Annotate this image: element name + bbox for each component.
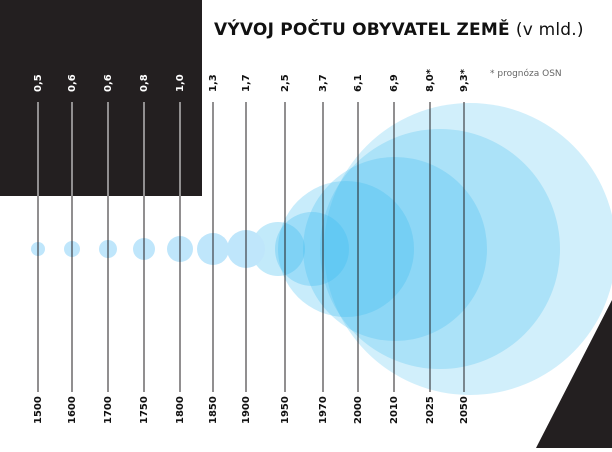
value-label-2000: 6,1 (353, 74, 364, 92)
bubble-2000 (278, 181, 414, 317)
value-label-1800: 1,0 (175, 74, 186, 92)
dark-block-top-left (0, 0, 202, 196)
value-label-1600: 0,6 (67, 74, 78, 92)
value-label-1750: 0,8 (139, 74, 150, 92)
year-label-1600: 1600 (67, 396, 78, 424)
value-label-2010: 6,9 (389, 74, 400, 92)
year-label-1700: 1700 (103, 396, 114, 424)
year-label-1970: 1970 (318, 396, 329, 424)
dark-triangle-bottom-right (536, 300, 612, 448)
year-label-1950: 1950 (280, 396, 291, 424)
value-label-1900: 1,7 (241, 74, 252, 92)
bubble-2050 (324, 103, 612, 395)
title-unit: (v mld.) (515, 20, 584, 40)
value-label-1850: 1,3 (208, 74, 219, 92)
chart-title: VÝVOJ POČTU OBYVATEL ZEMĚ (v mld.) (214, 20, 584, 40)
year-label-2000: 2000 (353, 396, 364, 424)
year-label-1800: 1800 (175, 396, 186, 424)
year-label-1900: 1900 (241, 396, 252, 424)
bubble-1950 (251, 222, 305, 276)
year-label-1750: 1750 (139, 396, 150, 424)
year-label-2025: 2025 (425, 396, 436, 424)
value-label-1970: 3,7 (318, 74, 329, 92)
title-main: VÝVOJ POČTU OBYVATEL ZEMĚ (214, 20, 510, 40)
bubble-1970 (275, 212, 349, 286)
year-label-2010: 2010 (389, 396, 400, 424)
year-label-2050: 2050 (459, 396, 470, 424)
value-label-2025: 8,0* (425, 68, 436, 92)
bubble-2025 (320, 129, 560, 369)
bubble-2010 (303, 157, 487, 341)
value-label-1500: 0,5 (33, 74, 44, 92)
year-label-1850: 1850 (208, 396, 219, 424)
value-label-2050: 9,3* (459, 68, 470, 92)
value-label-1950: 2,5 (280, 74, 291, 92)
year-label-1500: 1500 (33, 396, 44, 424)
forecast-note: * prognóza OSN (490, 69, 562, 79)
value-label-1700: 0,6 (103, 74, 114, 92)
